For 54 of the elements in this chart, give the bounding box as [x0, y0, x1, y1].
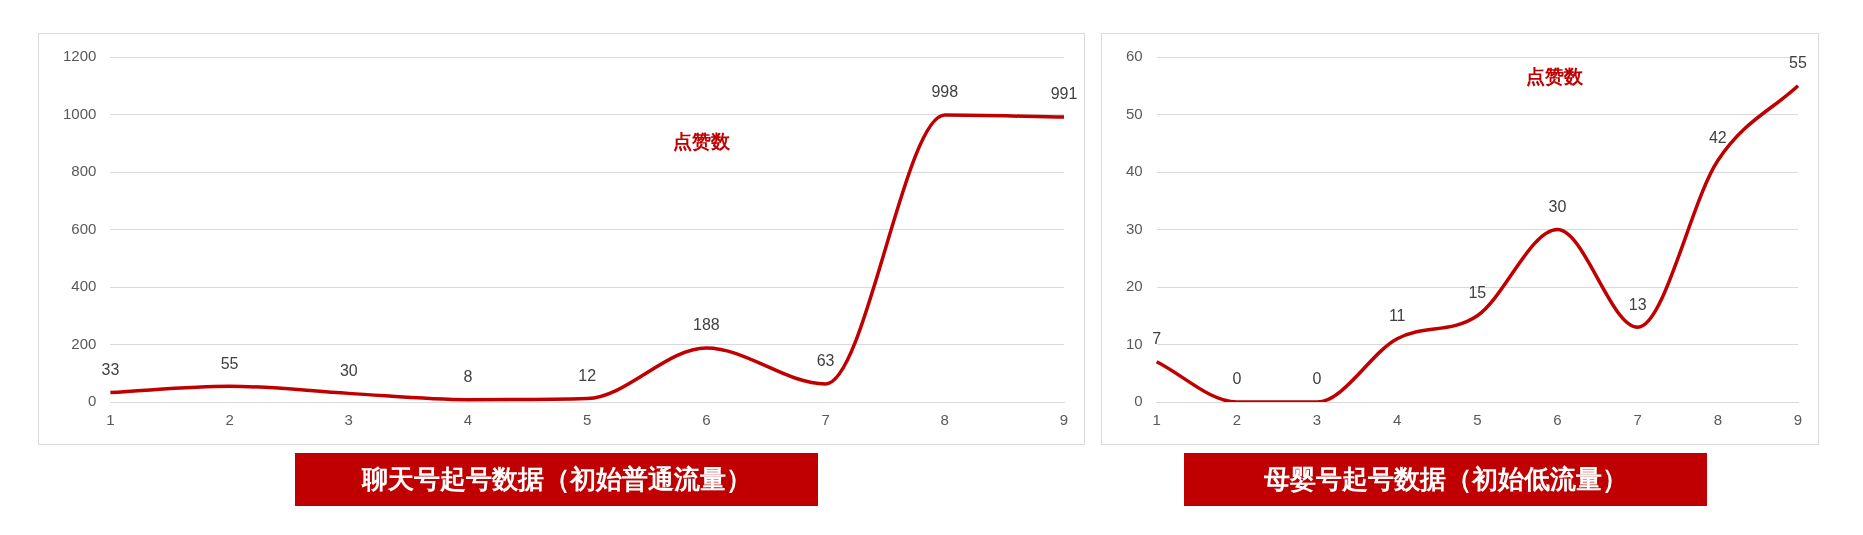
data-label: 42: [1708, 128, 1727, 146]
x-tick-label: 1: [1152, 411, 1161, 429]
data-label: 55: [1789, 54, 1807, 72]
x-tick-label: 8: [1713, 411, 1723, 429]
y-tick-label: 1000: [62, 104, 97, 122]
data-label: 188: [693, 316, 720, 334]
x-tick-label: 8: [940, 411, 949, 429]
y-tick-label: 60: [1126, 47, 1143, 65]
y-tick-label: 0: [88, 392, 97, 410]
data-label: 8: [463, 368, 473, 386]
x-tick-label: 3: [1312, 411, 1322, 429]
x-tick-label: 1: [106, 411, 115, 429]
data-label: 30: [339, 361, 358, 379]
x-tick-label: 4: [1393, 411, 1402, 429]
data-label: 12: [578, 366, 597, 384]
y-tick-label: 800: [71, 162, 97, 180]
x-tick-label: 9: [1793, 411, 1803, 429]
x-tick-label: 2: [1232, 411, 1242, 429]
x-tick-label: 6: [1553, 411, 1562, 429]
x-tick-label: 7: [1633, 411, 1642, 429]
x-tick-label: 6: [702, 411, 711, 429]
x-tick-label: 9: [1059, 411, 1069, 429]
data-label: 33: [101, 360, 120, 378]
data-label: 30: [1548, 197, 1567, 215]
text: 聊天号起号数据（初始普通流量）: [295, 453, 818, 506]
y-tick-label: 400: [71, 277, 97, 295]
x-tick-label: 5: [583, 411, 592, 429]
y-tick-label: 50: [1126, 104, 1143, 122]
text: 点赞数: [673, 131, 732, 153]
x-tick-label: 5: [1473, 411, 1482, 429]
text: 母婴号起号数据（初始低流量）: [1184, 453, 1707, 506]
data-label: 11: [1388, 307, 1406, 325]
x-tick-label: 2: [225, 411, 234, 429]
data-label: 7: [1152, 330, 1162, 348]
y-tick-label: 30: [1126, 219, 1143, 237]
y-tick-label: 600: [71, 219, 97, 237]
data-label: 13: [1628, 295, 1647, 313]
y-tick-label: 1200: [62, 47, 97, 65]
y-tick-label: 10: [1126, 334, 1143, 352]
x-tick-label: 7: [821, 411, 830, 429]
data-label: 0: [1232, 370, 1242, 388]
x-tick-label: 3: [344, 411, 353, 429]
y-tick-label: 0: [1134, 392, 1143, 410]
y-tick-label: 200: [71, 334, 97, 352]
data-label: 55: [220, 354, 239, 372]
y-tick-label: 40: [1126, 162, 1143, 180]
data-label: 998: [931, 83, 959, 101]
data-label: 0: [1312, 370, 1322, 388]
y-tick-label: 20: [1126, 277, 1143, 295]
data-label: 991: [1050, 85, 1078, 103]
data-label: 15: [1468, 284, 1487, 302]
text: 点赞数: [1525, 65, 1584, 87]
x-tick-label: 4: [463, 411, 473, 429]
data-label: 63: [816, 352, 835, 370]
